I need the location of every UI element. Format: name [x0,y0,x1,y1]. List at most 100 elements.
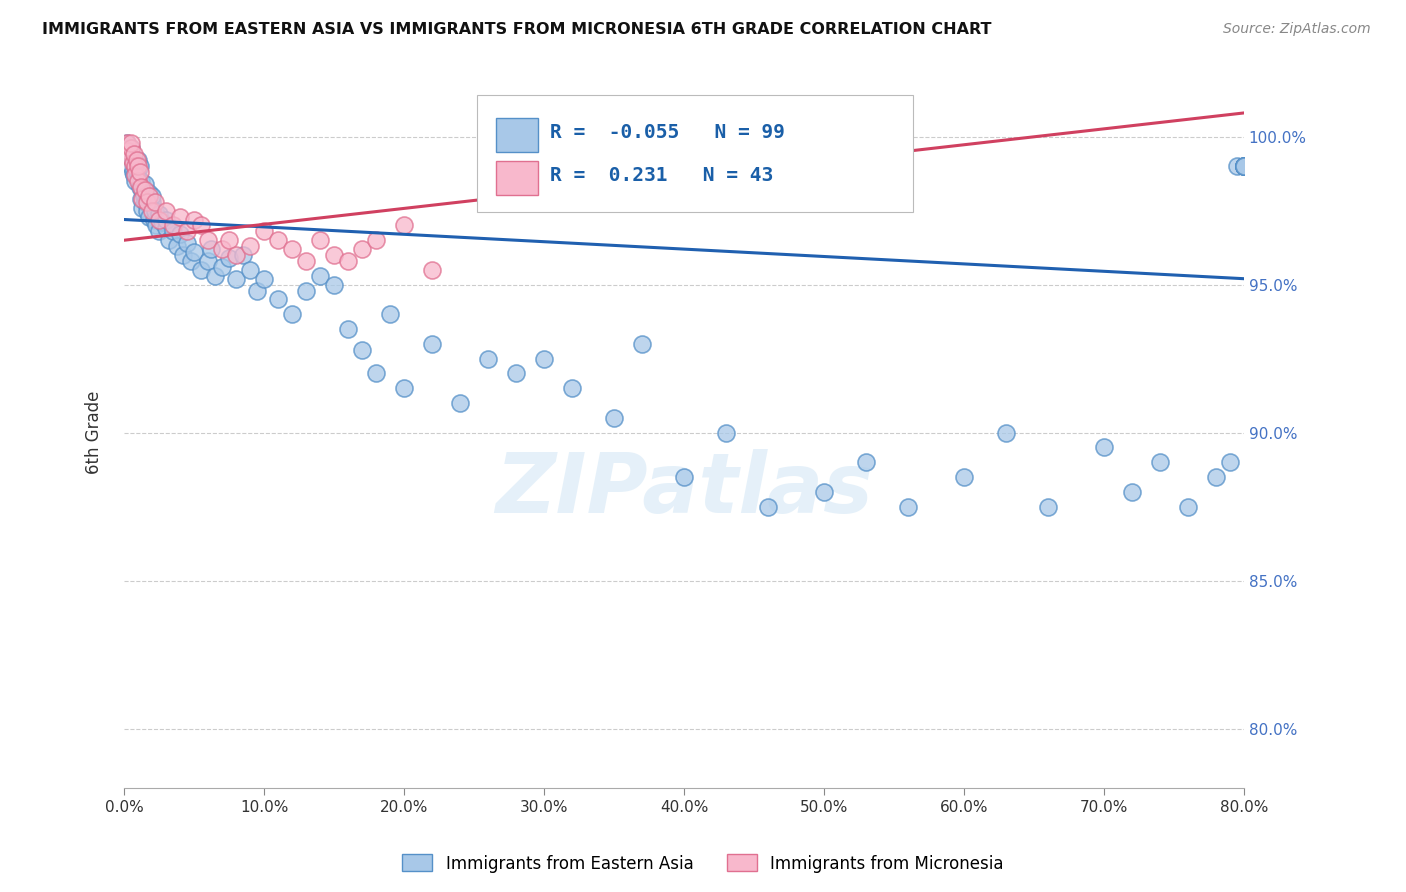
Point [131,201,153,215]
Point [141,189,163,203]
Point [124,159,146,173]
Point [129,174,152,188]
Point [183,212,205,227]
Point [180,254,202,268]
Point [1233,159,1256,173]
Point [138,210,160,224]
Point [200,242,222,256]
Point [157,233,180,247]
Point [132,189,155,203]
Point [172,248,194,262]
Point [267,233,290,247]
Point [115,136,138,150]
Point [246,284,269,298]
Point [897,500,920,514]
Point [118,150,141,164]
Point [225,248,247,262]
Point [561,381,583,395]
Point [197,254,219,268]
Point [323,277,346,292]
Point [218,251,240,265]
Point [143,203,166,218]
Point [505,367,527,381]
Point [155,212,177,227]
Point [124,159,146,173]
Point [117,145,139,159]
Point [253,271,276,285]
Point [121,165,143,179]
Point [131,192,153,206]
Point [813,484,835,499]
Point [211,260,233,274]
Point [127,171,149,186]
Point [135,203,157,218]
Point [323,248,346,262]
Point [134,194,156,209]
Point [295,284,318,298]
Point [352,242,374,256]
Point [127,153,149,168]
FancyBboxPatch shape [477,95,914,212]
Point [127,159,149,173]
Point [1036,500,1059,514]
Point [169,210,191,224]
Point [118,150,141,164]
Point [122,147,145,161]
Point [1233,159,1256,173]
Point [994,425,1017,440]
Point [714,425,737,440]
Point [1233,159,1256,173]
Point [183,245,205,260]
Point [148,224,170,238]
Point [155,221,177,235]
Point [309,233,332,247]
Point [128,165,150,179]
Point [1226,159,1249,173]
Point [136,192,159,206]
Point [127,174,149,188]
Point [603,410,626,425]
Point [1149,455,1171,469]
Point [166,239,188,253]
Point [121,153,143,168]
Point [129,180,152,194]
Point [1233,159,1256,173]
Point [122,156,145,170]
Point [162,219,184,233]
Point [142,212,165,227]
Point [124,168,146,182]
Point [392,219,415,233]
Point [364,367,387,381]
Text: ZIPatlas: ZIPatlas [495,449,873,530]
Point [295,254,318,268]
Point [218,233,240,247]
Point [138,186,160,200]
Point [129,192,152,206]
Point [131,183,153,197]
Legend: Immigrants from Eastern Asia, Immigrants from Micronesia: Immigrants from Eastern Asia, Immigrants… [395,847,1011,880]
Point [176,224,198,238]
Point [134,183,156,197]
Point [477,351,499,366]
Point [267,293,290,307]
Point [197,233,219,247]
Point [756,500,779,514]
Point [190,262,212,277]
Point [364,233,387,247]
Point [117,145,139,159]
Point [1233,159,1256,173]
Point [1233,159,1256,173]
Point [115,136,138,150]
Point [190,219,212,233]
Point [1092,441,1115,455]
Y-axis label: 6th Grade: 6th Grade [86,391,103,475]
Point [953,470,976,484]
Point [1233,159,1256,173]
Point [855,455,877,469]
Point [121,156,143,170]
Point [204,268,226,283]
Text: R =  0.231   N = 43: R = 0.231 N = 43 [550,166,773,185]
Point [281,307,304,321]
Point [225,271,247,285]
Text: Source: ZipAtlas.com: Source: ZipAtlas.com [1223,22,1371,37]
